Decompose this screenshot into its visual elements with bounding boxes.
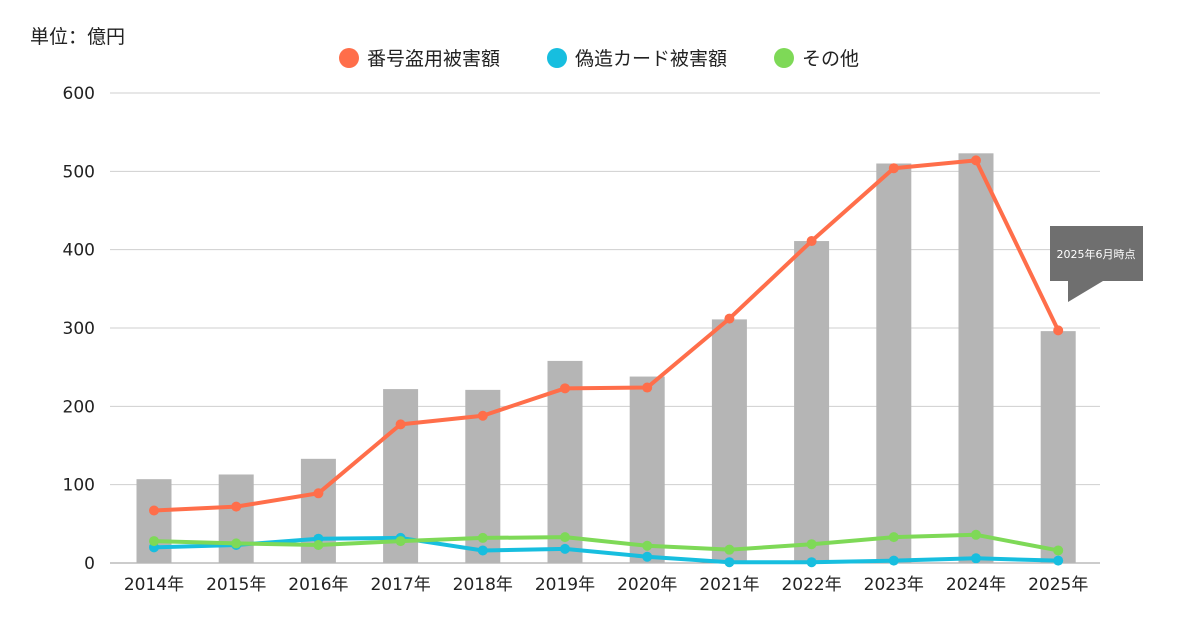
legend: 番号盗用被害額 偽造カード被害額 その他 — [339, 48, 859, 70]
series-line-0 — [152, 158, 1061, 513]
annotation-callout: 2025年6月時点 — [1050, 226, 1143, 302]
legend-marker-0 — [339, 48, 359, 68]
series-point-1 — [971, 553, 981, 564]
x-tick-label: 2015年 — [206, 575, 266, 595]
x-tick-label: 2018年 — [453, 575, 513, 595]
series-point-0 — [642, 382, 653, 393]
series-point-0 — [560, 383, 570, 394]
series-point-1 — [806, 557, 817, 568]
series-point-0 — [477, 410, 488, 421]
series-point-2 — [971, 529, 981, 540]
x-tick-label: 2020年 — [617, 575, 677, 595]
legend-label-2: その他 — [802, 48, 859, 70]
bar — [711, 319, 747, 563]
bar — [1040, 331, 1076, 563]
y-tick-label: 0 — [84, 554, 95, 574]
bar — [958, 153, 994, 564]
series-point-0 — [971, 155, 981, 166]
bar — [794, 241, 830, 564]
x-tick-label: 2014年 — [124, 575, 184, 595]
series-point-1 — [642, 551, 653, 562]
legend-label-1: 偽造カード被害額 — [575, 48, 727, 70]
series-point-0 — [1053, 325, 1064, 336]
series-point-1 — [724, 557, 735, 568]
x-tick-label: 2024年 — [946, 575, 1006, 595]
series-point-2 — [395, 536, 406, 547]
x-tick-label: 2019年 — [535, 575, 595, 595]
series-point-2 — [231, 538, 242, 549]
series-point-2 — [313, 539, 324, 550]
grid — [110, 92, 1100, 564]
unit-label: 単位：億円 — [30, 26, 125, 48]
series-point-0 — [888, 163, 899, 174]
y-tick-label: 500 — [63, 162, 95, 182]
y-tick-label: 100 — [63, 476, 95, 496]
y-tick-label: 600 — [63, 84, 95, 104]
series-point-0 — [806, 236, 817, 247]
series-point-0 — [149, 505, 159, 516]
y-axis: 0 100 200 300 400 500 600 — [63, 84, 95, 574]
legend-label-0: 番号盗用被害額 — [367, 48, 500, 70]
series-point-2 — [149, 536, 159, 547]
series-line-1 — [152, 535, 1061, 565]
series-point-2 — [477, 532, 488, 543]
x-tick-label: 2016年 — [288, 575, 348, 595]
series-point-0 — [395, 419, 406, 430]
series-point-1 — [888, 555, 899, 566]
x-axis: 2014年 2015年 2016年 2017年 2018年 2019年 2020年 2021年… — [124, 575, 1088, 595]
series-point-1 — [1053, 555, 1064, 566]
x-tick-label: 2021年 — [699, 575, 759, 595]
series-point-2 — [888, 532, 899, 543]
callout-text: 2025年6月時点 — [1057, 247, 1136, 261]
series-point-0 — [231, 501, 242, 512]
series-point-2 — [642, 540, 653, 551]
x-tick-label: 2022年 — [781, 575, 841, 595]
series-point-2 — [724, 544, 735, 555]
series-line-2 — [152, 532, 1061, 553]
bar — [629, 376, 665, 563]
y-tick-label: 200 — [63, 397, 95, 417]
series-point-0 — [313, 488, 324, 499]
series-point-2 — [806, 539, 817, 550]
series-point-2 — [1053, 545, 1064, 556]
series-point-2 — [560, 532, 570, 543]
legend-marker-2 — [774, 48, 794, 68]
x-tick-label: 2025年 — [1028, 575, 1088, 595]
series-point-1 — [560, 543, 570, 554]
y-tick-label: 400 — [63, 241, 95, 261]
callout-box — [1050, 226, 1143, 302]
legend-marker-1 — [547, 48, 567, 68]
y-tick-label: 300 — [63, 319, 95, 339]
series-point-0 — [724, 313, 735, 324]
line-series — [149, 155, 1064, 568]
series-point-1 — [477, 545, 488, 556]
x-tick-label: 2017年 — [370, 575, 430, 595]
bar — [547, 360, 583, 563]
bar — [876, 163, 912, 563]
x-tick-label: 2023年 — [864, 575, 924, 595]
